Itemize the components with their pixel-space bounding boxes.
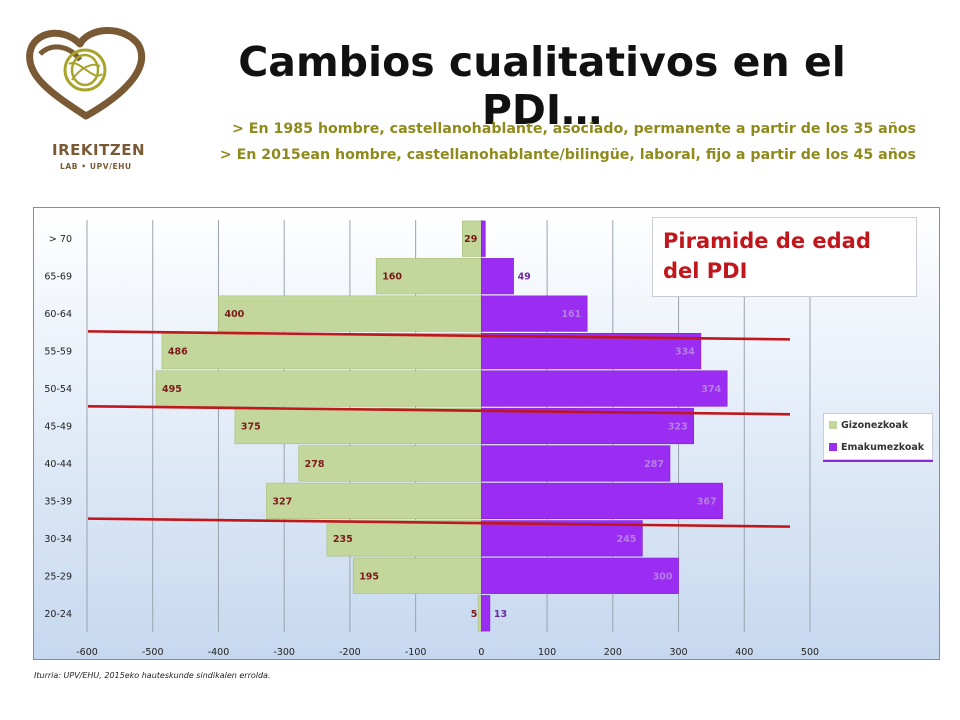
y-tick-label: > 70 [49, 234, 72, 245]
data-label-women: 245 [617, 534, 637, 545]
y-tick-label: 55-59 [44, 347, 72, 358]
chart-legend: Gizonezkoak Emakumezkoak [823, 413, 933, 460]
x-tick-label: -600 [76, 647, 98, 658]
annotation-line [87, 330, 791, 341]
bar-women [481, 520, 643, 557]
data-label-women: 374 [701, 384, 721, 395]
data-label-men: 278 [305, 459, 325, 470]
data-label-men: 160 [382, 272, 402, 283]
y-tick-label: 40-44 [44, 459, 72, 470]
data-label-men: 495 [162, 384, 182, 395]
bar-men [155, 370, 482, 407]
y-tick-label: 50-54 [44, 384, 72, 395]
legend-label-women: Emakumezkoak [841, 442, 925, 453]
data-label-women: 49 [518, 272, 531, 283]
x-tick-label: 300 [669, 647, 687, 658]
bar-women [481, 295, 588, 332]
irekitzen-logo: IREKITZEN LAB • UPV/EHU [22, 24, 150, 171]
bar-men [266, 482, 482, 520]
legend-label-men: Gizonezkoak [841, 420, 909, 431]
bar-men [161, 332, 482, 370]
data-label-women: 13 [494, 609, 507, 620]
subtitle-line-1985: > En 1985 hombre, castellanohablante, as… [231, 121, 916, 137]
x-tick-label: -200 [339, 647, 361, 658]
y-tick-label: 35-39 [44, 496, 72, 507]
data-label-men: 400 [224, 309, 244, 320]
data-label-women: 6 [489, 234, 496, 245]
data-label-men: 195 [359, 571, 379, 582]
bar-women [481, 595, 491, 632]
y-tick-label: 30-34 [44, 534, 72, 545]
legend-item-women: Emakumezkoak [829, 442, 924, 453]
y-tick-label: 65-69 [44, 272, 72, 283]
bar-men [375, 258, 482, 295]
data-label-women: 287 [644, 459, 664, 470]
logo-sub: LAB • UPV/EHU [60, 162, 132, 171]
legend-swatch-men [829, 421, 837, 429]
x-tick-label: -400 [208, 647, 230, 658]
bar-women [481, 258, 514, 295]
data-label-men: 486 [168, 347, 188, 358]
y-tick-label: 20-24 [44, 609, 72, 620]
bar-women [481, 445, 671, 482]
bar-men [477, 595, 482, 632]
bar-women [481, 407, 694, 445]
bar-men [352, 557, 482, 594]
x-tick-label: 500 [801, 647, 819, 658]
data-label-men: 5 [471, 609, 478, 620]
bar-men [234, 407, 482, 445]
bar-women [481, 220, 486, 257]
legend-item-men: Gizonezkoak [829, 420, 908, 431]
bar-men [298, 445, 482, 482]
data-label-women: 323 [668, 422, 688, 433]
x-tick-label: 100 [538, 647, 556, 658]
logo-name: IREKITZEN [52, 141, 145, 159]
page-title: Cambios cualitativos en el PDI… [238, 38, 846, 134]
legend-swatch-women [829, 443, 837, 451]
x-tick-label: 200 [604, 647, 622, 658]
data-label-men: 375 [241, 422, 261, 433]
data-label-men: 235 [333, 534, 353, 545]
y-tick-label: 60-64 [44, 309, 72, 320]
x-tick-label: 0 [478, 647, 484, 658]
source-note: Iturria: UPV/EHU, 2015eko hauteskunde si… [34, 671, 271, 680]
bar-women [481, 370, 728, 407]
chart-title-box: Piramide de edad del PDI [652, 217, 917, 297]
data-label-women: 367 [697, 496, 717, 507]
data-label-women: 300 [653, 571, 673, 582]
subtitle-line-2015: > En 2015ean hombre, castellanohablante/… [219, 147, 916, 163]
bar-men [218, 295, 482, 332]
annotation-line [87, 517, 791, 528]
x-tick-label: -500 [142, 647, 164, 658]
annotation-line [87, 404, 791, 416]
data-label-men: 29 [464, 234, 477, 245]
y-tick-label: 25-29 [44, 571, 72, 582]
bar-men [326, 520, 482, 557]
heart-logo-icon [26, 27, 146, 120]
data-label-men: 327 [272, 496, 292, 507]
x-tick-label: -300 [273, 647, 295, 658]
x-tick-label: -100 [405, 647, 427, 658]
bar-women [481, 557, 679, 594]
x-tick-label: 400 [735, 647, 753, 658]
y-tick-label: 45-49 [44, 422, 72, 433]
data-label-women: 334 [675, 347, 695, 358]
chart-title: Piramide de edad del PDI [663, 229, 871, 283]
data-label-women: 161 [561, 309, 581, 320]
bar-women [481, 482, 723, 520]
